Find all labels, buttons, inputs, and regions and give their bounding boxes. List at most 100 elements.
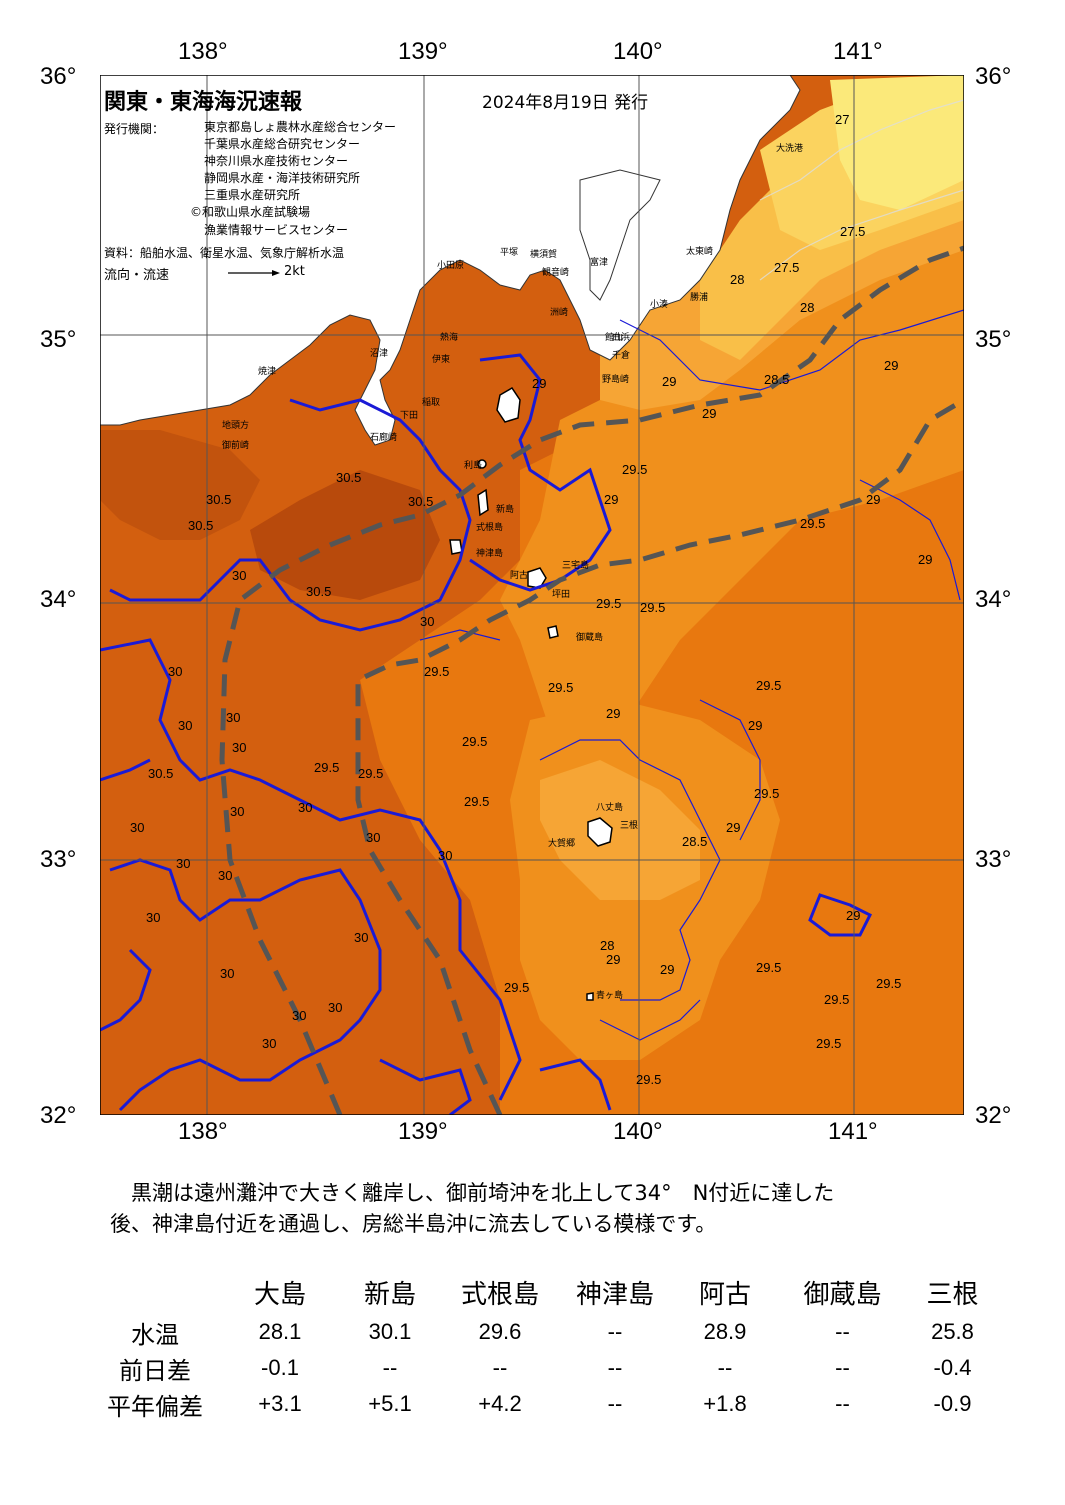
place-name: 下田: [400, 411, 419, 421]
sst-zone-30-5: [250, 470, 440, 600]
isotherms-light: [759, 99, 964, 281]
isotherm-label: 30: [130, 820, 145, 835]
place-name: 地頭方: [222, 421, 250, 431]
col-header: 御蔵島: [803, 1279, 882, 1310]
place-name: 小湊: [650, 300, 669, 310]
isotherm-label: 29.5: [800, 516, 826, 531]
isotherm-label: 29.5: [548, 680, 574, 695]
lat-label-34-left: 34°: [40, 586, 77, 613]
col-header: 神津島: [575, 1279, 654, 1310]
isotherm-label: 29.5: [462, 734, 488, 749]
isotherm-label: 30: [146, 910, 161, 925]
isotherm-label: 28: [600, 938, 615, 953]
place-name: 焼津: [258, 367, 277, 377]
isotherm-label: 29: [662, 374, 677, 389]
place-name: 熱海: [440, 333, 459, 343]
isotherm-label: 28: [800, 300, 815, 315]
place-name: 石廊崎: [370, 433, 398, 443]
place-name: 平塚: [500, 248, 519, 258]
place-name: 白浜: [612, 333, 631, 343]
isotherm-label: 29.5: [424, 664, 450, 679]
isotherm-label: 27.5: [774, 260, 800, 275]
isotherm-label: 30: [298, 800, 313, 815]
isotherm-label: 29.5: [640, 600, 666, 615]
summary-text: 黒潮は遠州灘沖で大きく離岸し、御前埼沖を北上して34° N付近に達した 後、神津…: [110, 1178, 990, 1240]
table-cell: 25.8: [931, 1319, 974, 1344]
lat-label-35-left: 35°: [40, 326, 77, 353]
data-source: 資料：船舶水温、衛星水温、気象庁解析水温: [104, 246, 345, 260]
lon-label-139-bottom: 139°: [398, 1118, 448, 1145]
isotherm-label: 30: [438, 848, 453, 863]
isotherm-label: 29.5: [756, 960, 782, 975]
lon-label-139-top: 139°: [398, 38, 448, 65]
table-cell: -0.9: [933, 1391, 972, 1416]
isotherm-label: 29: [606, 952, 621, 967]
col-header: 大島: [253, 1279, 306, 1310]
sst-zone-27: [830, 75, 964, 210]
kuroshio-axis: [219, 245, 964, 1115]
table-cell: --: [835, 1391, 850, 1416]
isotherm-label: 27.5: [840, 224, 866, 239]
table-cell: --: [492, 1355, 508, 1380]
row-header: 水温: [131, 1320, 179, 1349]
isotherm-label: 29: [884, 358, 899, 373]
lon-label-141-bottom: 141°: [828, 1118, 878, 1145]
place-name: 三根: [620, 821, 639, 831]
isotherm-label: 30.5: [408, 494, 434, 509]
col-header: 新島: [363, 1279, 416, 1310]
isotherm-label: 30: [178, 718, 193, 733]
isotherm-label: 30: [230, 804, 245, 819]
isotherm-label: 29: [866, 492, 881, 507]
place-name: 御前崎: [222, 441, 250, 451]
isotherm-label: 30.5: [336, 470, 362, 485]
place-name: 大賀郷: [548, 839, 576, 849]
lat-label-32-right: 32°: [975, 1102, 1012, 1129]
summary-line: 黒潮は遠州灘沖で大きく離岸し、御前埼沖を北上して34° N付近に達した: [110, 1181, 835, 1205]
graticule: [100, 75, 964, 1115]
isotherm-label: 28: [730, 272, 745, 287]
issuer-line: 漁業情報サービスセンター: [204, 223, 349, 237]
table-cell: 30.1: [368, 1319, 412, 1344]
place-name: 横須賀: [530, 250, 558, 260]
place-name: 稲取: [422, 398, 441, 408]
isotherm-label: 29.5: [596, 596, 622, 611]
table-cell: --: [607, 1391, 623, 1416]
isotherm-label: 29.5: [504, 980, 530, 995]
isotherm-label: 29: [532, 376, 547, 391]
table-cell: --: [835, 1319, 850, 1344]
land-oshima: [496, 386, 521, 423]
table-cell: +1.8: [703, 1391, 747, 1416]
place-name: 伊東: [432, 355, 451, 365]
land-boso: [579, 169, 661, 301]
table-cell: --: [607, 1355, 623, 1380]
place-name: 勝浦: [690, 293, 709, 303]
isotherm-label: 29: [606, 706, 621, 721]
issuer-line: 静岡県水産・海洋技術研究所: [204, 171, 361, 185]
flow-scale: 2kt: [284, 264, 305, 279]
isotherm-label: 28.5: [764, 372, 790, 387]
table-cell: 28.9: [703, 1319, 747, 1344]
table-cell: 28.1: [258, 1319, 302, 1344]
lon-label-138-top: 138°: [178, 38, 228, 65]
place-name: 太東崎: [686, 247, 714, 257]
table-cell: +4.2: [478, 1391, 522, 1416]
island-temperature-table: 大島 新島 式根島 神津島 阿古 御蔵島 三根 水温 28.1 30.1 29.…: [90, 1270, 1000, 1422]
table-cell: --: [717, 1355, 733, 1380]
place-name: 坪田: [552, 590, 571, 600]
isotherm-label: 30.5: [188, 518, 214, 533]
place-name: 大洗港: [776, 144, 804, 154]
map-title: 関東・東海海況速報: [104, 90, 303, 115]
place-name: 利島: [464, 461, 483, 471]
place-name: 観音崎: [542, 268, 570, 278]
issuer-line: 三重県水産研究所: [204, 188, 301, 202]
isotherm-label: 30.5: [306, 584, 332, 599]
sea-surface-temperature-map: [100, 75, 964, 1115]
land-hachijo: [587, 817, 613, 847]
table-cell: --: [607, 1319, 623, 1344]
place-name: 洲崎: [550, 308, 569, 318]
isotherm-label: 29.5: [622, 462, 648, 477]
issue-date: 2024年8月19日 発行: [482, 93, 649, 113]
isotherm-label: 30: [232, 740, 247, 755]
land-niijima: [477, 488, 489, 517]
table-cell: 29.6: [478, 1319, 522, 1344]
